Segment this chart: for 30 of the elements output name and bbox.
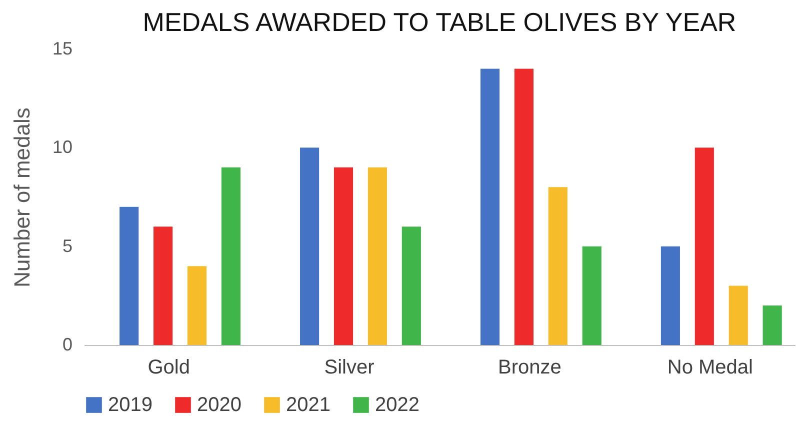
bar <box>660 246 680 345</box>
y-tick-label: 10 <box>52 137 72 158</box>
legend-label: 2021 <box>286 394 330 416</box>
legend-label: 2019 <box>108 394 152 416</box>
bar <box>120 206 139 345</box>
bar <box>548 187 568 345</box>
bar <box>480 68 500 345</box>
bar <box>154 226 173 345</box>
bar <box>728 286 748 345</box>
y-tick-label: 0 <box>62 334 72 354</box>
legend-label: 2022 <box>375 394 420 416</box>
bar <box>694 148 714 345</box>
y-tick-label: 15 <box>52 38 72 58</box>
bar <box>402 226 421 345</box>
bar <box>514 68 534 345</box>
x-tick-label: Gold <box>148 356 190 378</box>
bar <box>368 167 387 345</box>
y-tick-label: 5 <box>62 236 72 256</box>
y-axis-title: Number of medals <box>9 108 34 288</box>
x-tick-label: Bronze <box>498 356 562 378</box>
bar <box>334 167 354 345</box>
bar <box>762 306 782 345</box>
bar <box>187 266 207 345</box>
chart-title: MEDALS AWARDED TO TABLE OLIVES BY YEAR <box>142 7 736 37</box>
x-tick-label: No Medal <box>667 356 753 378</box>
bar <box>582 246 602 345</box>
bar <box>300 148 320 345</box>
legend-label: 2020 <box>197 394 242 416</box>
bar <box>221 167 240 345</box>
x-tick-label: Silver <box>324 356 375 378</box>
